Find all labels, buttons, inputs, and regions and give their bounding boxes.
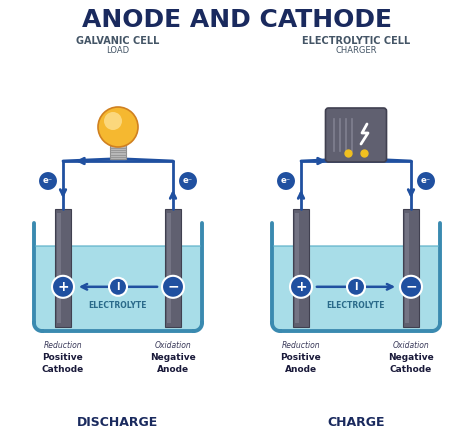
Text: LOAD: LOAD [107,47,129,55]
Text: Reduction: Reduction [44,341,82,350]
Text: Oxidation: Oxidation [155,341,191,350]
Bar [293,209,309,327]
Text: −: − [167,280,179,294]
Text: −: − [405,280,417,294]
Text: +: + [57,280,69,294]
Bar [57,213,61,323]
Text: e⁻: e⁻ [421,177,431,185]
Text: DISCHARGE: DISCHARGE [77,416,159,429]
Text: ELECTROLYTE: ELECTROLYTE [89,302,147,310]
Text: Negative: Negative [388,352,434,361]
Bar [55,209,71,327]
Text: ELECTROLYTIC CELL: ELECTROLYTIC CELL [302,36,410,46]
Text: Reduction: Reduction [282,341,320,350]
Text: ANODE AND CATHODE: ANODE AND CATHODE [82,8,392,32]
Text: GALVANIC CELL: GALVANIC CELL [76,36,160,46]
Text: e⁻: e⁻ [183,177,193,185]
Circle shape [109,278,127,296]
Text: Positive: Positive [43,352,83,361]
Text: Cathode: Cathode [42,364,84,374]
FancyBboxPatch shape [36,246,200,329]
Text: Positive: Positive [281,352,321,361]
Bar [405,213,409,323]
Circle shape [104,112,122,130]
Text: e⁻: e⁻ [43,177,53,185]
Text: Cathode: Cathode [390,364,432,374]
Circle shape [162,276,184,298]
Text: CHARGER: CHARGER [335,47,377,55]
Circle shape [347,278,365,296]
Circle shape [400,276,422,298]
Circle shape [38,171,58,191]
Circle shape [178,171,198,191]
Bar [295,213,299,323]
Circle shape [276,171,296,191]
Text: I: I [116,282,120,292]
Text: +: + [295,280,307,294]
Text: Anode: Anode [157,364,189,374]
Circle shape [98,107,138,147]
Text: Oxidation: Oxidation [392,341,429,350]
Text: CHARGE: CHARGE [327,416,385,429]
Bar [167,213,171,323]
Bar [403,209,419,327]
FancyBboxPatch shape [274,246,438,329]
Circle shape [290,276,312,298]
Circle shape [416,171,436,191]
Circle shape [52,276,74,298]
Text: ELECTROLYTE: ELECTROLYTE [327,302,385,310]
Text: e⁻: e⁻ [281,177,291,185]
Bar [110,145,126,159]
Text: Negative: Negative [150,352,196,361]
Bar [165,209,181,327]
Text: Anode: Anode [285,364,317,374]
FancyBboxPatch shape [326,108,386,162]
Text: I: I [354,282,358,292]
